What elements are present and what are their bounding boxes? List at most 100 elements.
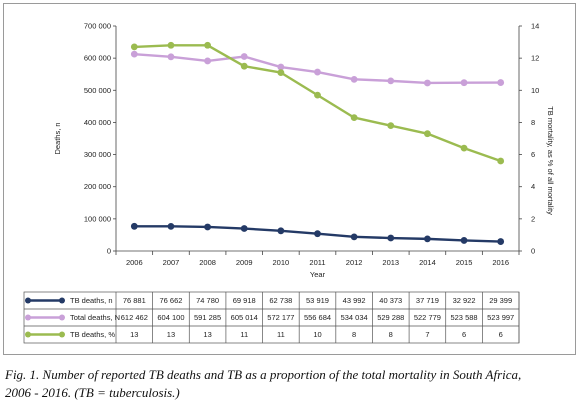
chart-frame: [3, 3, 576, 355]
data-label-2: 6: [499, 330, 503, 339]
series-point-1: [240, 53, 248, 60]
right-tick-label: 10: [531, 86, 539, 95]
data-label-2: 13: [203, 330, 211, 339]
series-point-2: [460, 144, 468, 152]
legend-label-1: Total deaths, N: [70, 313, 120, 322]
left-tick-label: 600 000: [84, 54, 111, 63]
data-label-0: 62 738: [269, 296, 292, 305]
x-tick-label: 2014: [419, 258, 436, 267]
series-point-0: [460, 237, 468, 244]
series-point-1: [497, 79, 505, 86]
data-label-1: 605 014: [231, 313, 258, 322]
x-tick-label: 2016: [492, 258, 509, 267]
series-point-0: [277, 227, 285, 235]
series-point-0: [387, 234, 395, 242]
data-label-1: 556 684: [304, 313, 331, 322]
figure-caption: Fig. 1. Number of reported TB deaths and…: [5, 366, 577, 402]
series-point-0: [314, 230, 321, 238]
series-point-0: [167, 222, 175, 230]
series-point-2: [167, 41, 175, 49]
tb-mortality-chart: 0 100 000 200 000 300 000 400 000 500 000 600 …: [23, 22, 555, 344]
x-tick-label: 2007: [163, 258, 180, 267]
data-label-0: 29 399: [489, 296, 512, 305]
legend-marker-1: [25, 314, 31, 321]
left-tick-label: 100 000: [84, 214, 111, 223]
data-label-0: 69 918: [233, 296, 256, 305]
right-tick-label: 4: [531, 182, 535, 191]
series-point-0: [240, 225, 248, 232]
left-tick-label: 0: [107, 247, 111, 256]
data-label-0: 32 922: [453, 296, 476, 305]
right-tick-label: 2: [531, 214, 535, 223]
series-line-2: [134, 44, 502, 163]
data-label-2: 8: [389, 330, 393, 339]
data-label-0: 53 919: [306, 296, 329, 305]
series-point-2: [314, 91, 321, 99]
data-label-1: 522 779: [414, 313, 441, 322]
data-label-0: 74 780: [196, 296, 219, 305]
series-point-1: [204, 57, 211, 65]
x-tick-label: 2006: [126, 258, 143, 267]
data-label-1: 604 100: [157, 313, 184, 322]
data-label-1: 572 177: [267, 313, 294, 322]
legend-label-2: TB deaths, %: [70, 330, 115, 339]
caption-line-2: 2006 - 2016. (TB = tuberculosis.): [5, 385, 180, 400]
left-tick-label: 400 000: [84, 118, 111, 127]
caption-line-1: Fig. 1. Number of reported TB deaths and…: [5, 367, 522, 382]
left-tick-label: 500 000: [84, 86, 111, 95]
series-point-2: [424, 130, 431, 138]
data-label-2: 13: [167, 330, 175, 339]
series-point-1: [460, 79, 468, 87]
data-label-2: 6: [462, 330, 466, 339]
left-tick-label: 700 000: [84, 22, 111, 31]
series-point-2: [497, 157, 505, 165]
series-line-1: [134, 52, 501, 85]
series-point-2: [130, 43, 138, 51]
legend-marker-2: [59, 331, 65, 338]
x-tick-label: 2015: [456, 258, 473, 267]
right-tick-label: 8: [531, 118, 535, 127]
data-label-1: 591 285: [194, 313, 221, 322]
right-tick-label: 12: [531, 54, 539, 63]
data-label-1: 529 288: [377, 313, 404, 322]
left-axis-title: Deaths, n: [53, 122, 62, 154]
series-point-0: [424, 235, 431, 243]
series-point-1: [350, 75, 358, 83]
series-point-0: [130, 222, 138, 230]
series-point-0: [204, 223, 211, 231]
x-tick-label: 2012: [346, 258, 363, 267]
series-point-2: [350, 114, 358, 122]
series-point-1: [424, 79, 431, 87]
data-label-0: 76 881: [123, 296, 146, 305]
data-label-2: 11: [277, 330, 285, 339]
data-label-2: 7: [425, 330, 429, 339]
data-label-1: 534 034: [341, 313, 368, 322]
series-point-2: [387, 122, 395, 130]
series-point-1: [277, 63, 285, 71]
data-label-2: 8: [352, 330, 356, 339]
right-tick-label: 6: [531, 150, 535, 159]
x-tick-label: 2008: [199, 258, 216, 267]
left-tick-label: 200 000: [84, 182, 111, 191]
data-label-1: 523 997: [487, 313, 514, 322]
x-axis-title: Year: [310, 270, 326, 279]
x-tick-label: 2010: [273, 258, 290, 267]
data-label-2: 11: [240, 330, 248, 339]
right-tick-label: 14: [531, 22, 539, 31]
series-point-2: [204, 41, 211, 49]
x-tick-label: 2009: [236, 258, 253, 267]
legend-marker-2: [25, 331, 31, 338]
data-label-0: 43 992: [343, 296, 366, 305]
x-tick-label: 2013: [382, 258, 399, 267]
data-label-0: 76 662: [159, 296, 182, 305]
legend-marker-1: [59, 314, 65, 321]
data-label-2: 13: [130, 330, 138, 339]
series-point-2: [240, 62, 248, 70]
series-point-1: [130, 50, 138, 58]
series-point-1: [167, 53, 175, 61]
data-label-1: 523 588: [450, 313, 477, 322]
data-label-1: 612 462: [121, 313, 148, 322]
series-point-0: [497, 238, 505, 245]
series-point-1: [387, 77, 395, 85]
data-label-0: 37 719: [416, 296, 439, 305]
